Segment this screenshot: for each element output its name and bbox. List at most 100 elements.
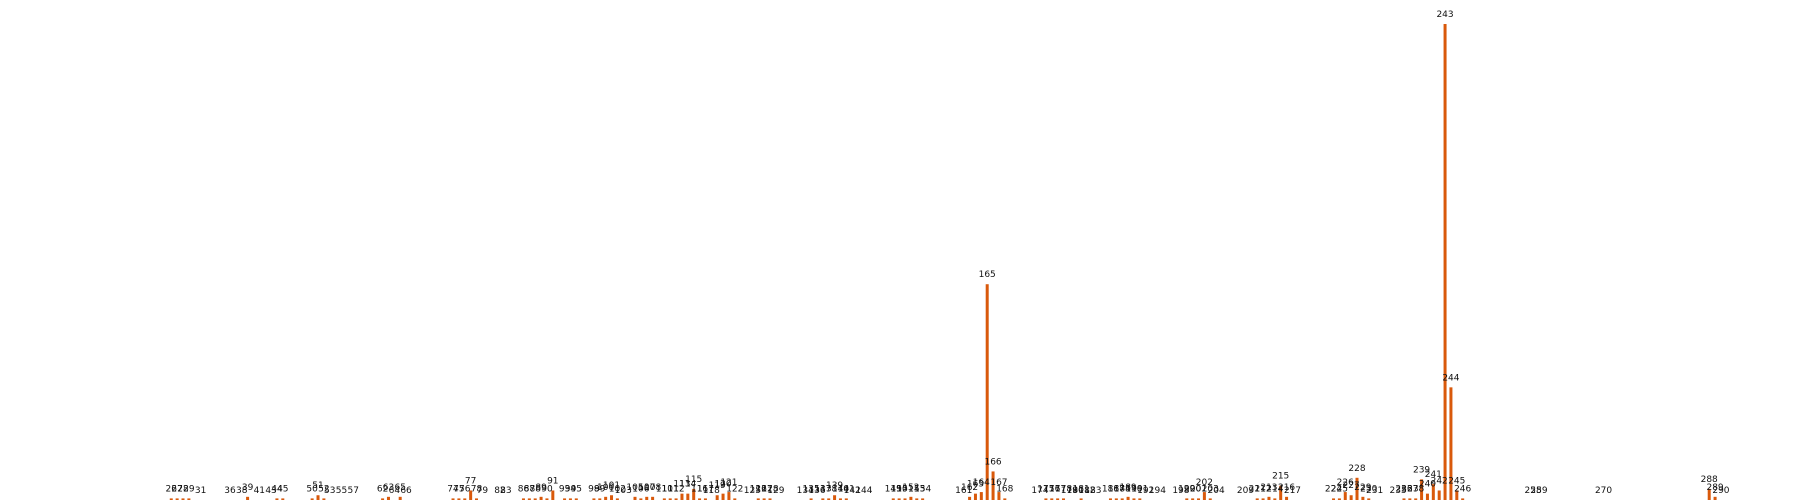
bar-203 bbox=[1208, 498, 1212, 500]
bar-62 bbox=[381, 498, 385, 500]
bar-label-229: 229 bbox=[1354, 483, 1371, 493]
bar-138 bbox=[827, 498, 831, 500]
bar-label-166: 166 bbox=[984, 457, 1001, 467]
bar-label-78: 78 bbox=[471, 484, 483, 494]
bar-label-187: 187 bbox=[1108, 484, 1125, 494]
bar-label-240: 240 bbox=[1419, 480, 1436, 490]
bar-label-258: 258 bbox=[1525, 486, 1542, 496]
bar-label-102: 102 bbox=[609, 484, 626, 494]
bar-289 bbox=[1713, 496, 1717, 500]
bar-label-243: 243 bbox=[1436, 10, 1453, 20]
bar-153 bbox=[915, 498, 919, 500]
bar-78 bbox=[475, 498, 479, 500]
bar-44 bbox=[275, 498, 279, 500]
bar-52 bbox=[322, 498, 326, 500]
bar-label-119: 119 bbox=[709, 481, 726, 491]
bar-245 bbox=[1455, 490, 1459, 500]
bar-label-140: 140 bbox=[832, 484, 849, 494]
bar-176 bbox=[1050, 498, 1054, 500]
bar-label-174: 174 bbox=[1031, 486, 1048, 496]
bar-117 bbox=[703, 498, 707, 500]
bar-141 bbox=[844, 498, 848, 500]
bar-label-38: 38 bbox=[236, 486, 248, 496]
bar-111 bbox=[668, 498, 672, 500]
bar-27 bbox=[175, 498, 179, 500]
bar-label-162: 162 bbox=[961, 483, 978, 493]
bar-228 bbox=[1355, 477, 1359, 500]
bar-label-214: 214 bbox=[1266, 484, 1283, 494]
bar-120 bbox=[721, 493, 725, 500]
bar-label-259: 259 bbox=[1530, 486, 1547, 496]
bar-label-129: 129 bbox=[767, 486, 784, 496]
bar-label-241: 241 bbox=[1425, 470, 1442, 480]
bar-label-290: 290 bbox=[1712, 486, 1729, 496]
bar-166 bbox=[991, 471, 995, 500]
bar-label-76: 76 bbox=[459, 484, 471, 494]
bar-label-29: 29 bbox=[183, 484, 195, 494]
bar-label-36: 36 bbox=[224, 486, 236, 496]
bar-label-201: 201 bbox=[1190, 484, 1207, 494]
bar-label-135: 135 bbox=[803, 484, 820, 494]
bar-label-62: 62 bbox=[377, 484, 388, 494]
bar-label-138: 138 bbox=[820, 484, 837, 494]
bar-label-199: 199 bbox=[1178, 484, 1195, 494]
bar-114 bbox=[686, 493, 690, 500]
bar-90 bbox=[545, 498, 549, 500]
bar-164 bbox=[979, 492, 983, 500]
bar-label-64: 64 bbox=[389, 486, 401, 496]
bar-135 bbox=[809, 498, 813, 500]
bar-label-242: 242 bbox=[1431, 476, 1448, 486]
bar-label-191: 191 bbox=[1131, 484, 1148, 494]
bar-51 bbox=[316, 495, 320, 500]
bar-label-226: 226 bbox=[1337, 478, 1354, 488]
bar-label-213: 213 bbox=[1260, 483, 1277, 493]
bar-label-57: 57 bbox=[348, 486, 359, 496]
bar-128 bbox=[768, 498, 772, 500]
bar-63 bbox=[386, 496, 390, 500]
bar-label-120: 120 bbox=[714, 480, 731, 490]
bar-label-122: 122 bbox=[726, 484, 743, 494]
bar-242 bbox=[1437, 490, 1441, 500]
bar-127 bbox=[762, 498, 766, 500]
bar-label-107: 107 bbox=[638, 483, 655, 493]
bar-112 bbox=[674, 498, 678, 500]
bar-152 bbox=[909, 496, 913, 500]
bar-label-175: 175 bbox=[1037, 484, 1054, 494]
bar-label-139: 139 bbox=[826, 481, 843, 491]
bar-139 bbox=[833, 495, 837, 500]
bar-150 bbox=[897, 498, 901, 500]
bar-50 bbox=[310, 498, 314, 500]
bar-236 bbox=[1402, 498, 1406, 500]
bar-100 bbox=[604, 496, 608, 500]
bar-label-167: 167 bbox=[990, 478, 1007, 488]
bar-label-50: 50 bbox=[306, 484, 318, 494]
bar-label-153: 153 bbox=[908, 484, 925, 494]
bar-label-142: 142 bbox=[844, 486, 861, 496]
bar-188 bbox=[1120, 498, 1124, 500]
bar-239 bbox=[1420, 479, 1424, 500]
bar-214 bbox=[1273, 498, 1277, 500]
bar-121 bbox=[727, 492, 731, 500]
bar-label-190: 190 bbox=[1125, 484, 1142, 494]
bar-label-28: 28 bbox=[177, 484, 189, 494]
bar-label-151: 151 bbox=[896, 484, 913, 494]
bar-106 bbox=[639, 498, 643, 500]
bar-label-45: 45 bbox=[277, 484, 288, 494]
bar-label-230: 230 bbox=[1360, 484, 1377, 494]
bar-200 bbox=[1191, 498, 1195, 500]
bar-label-26: 26 bbox=[166, 484, 178, 494]
bar-163 bbox=[973, 493, 977, 500]
bar-93 bbox=[563, 498, 567, 500]
bar-88 bbox=[533, 498, 537, 500]
bar-191 bbox=[1138, 498, 1142, 500]
bar-label-44: 44 bbox=[271, 484, 283, 494]
bar-label-198: 198 bbox=[1172, 486, 1189, 496]
bar-225 bbox=[1337, 498, 1341, 500]
bar-86 bbox=[521, 498, 525, 500]
bar-190 bbox=[1132, 498, 1136, 500]
bar-label-43: 43 bbox=[265, 486, 276, 496]
bar-label-74: 74 bbox=[447, 484, 459, 494]
bar-label-141: 141 bbox=[838, 484, 855, 494]
